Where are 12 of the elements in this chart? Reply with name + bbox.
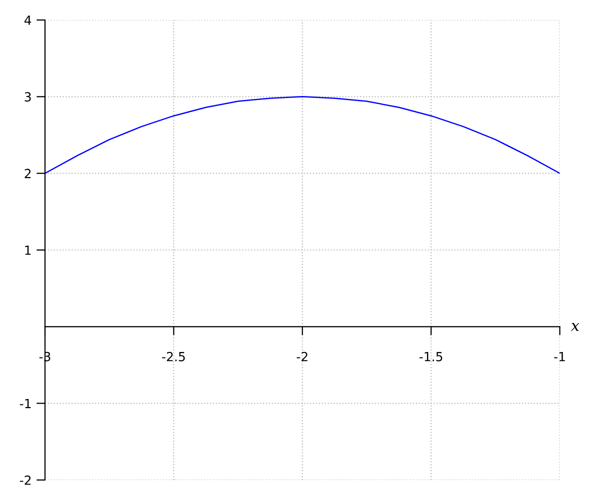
y-tick-label: -2 xyxy=(20,475,31,485)
y-tick-label: -1 xyxy=(20,398,31,408)
y-tick-label: 1 xyxy=(25,246,31,255)
x-tick-label: -1.5 xyxy=(420,352,442,362)
x-tick-label: -2.5 xyxy=(162,352,185,362)
y-tick-label: 4 xyxy=(24,16,32,25)
x-axis-title: x xyxy=(570,322,580,331)
y-tick-label: 2 xyxy=(24,168,31,178)
x-tick-label: -2 xyxy=(296,352,308,362)
line-series xyxy=(45,96,560,174)
x-tick-label: -1 xyxy=(554,352,565,362)
y-tick-label: 3 xyxy=(24,92,31,102)
